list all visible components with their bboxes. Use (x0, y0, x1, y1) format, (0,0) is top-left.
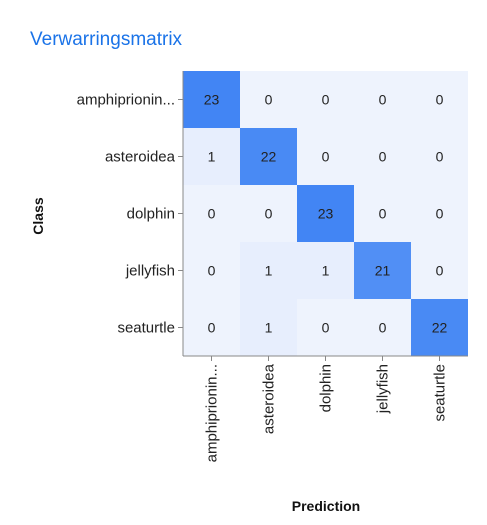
cell-value-label: 0 (265, 206, 273, 222)
matrix-cell (297, 185, 354, 242)
matrix-cell (411, 185, 468, 242)
matrix-cell (240, 128, 297, 185)
matrix-cell (411, 71, 468, 128)
matrix-cell (297, 128, 354, 185)
cell-value-label: 21 (375, 263, 391, 279)
cell-value-label: 0 (208, 206, 216, 222)
cell-value-label: 0 (379, 149, 387, 165)
cell-value-label: 22 (261, 149, 277, 165)
cell-value-label: 0 (436, 92, 444, 108)
y-axis-title: Class (30, 197, 46, 235)
matrix-cell (183, 71, 240, 128)
matrix-cell (240, 242, 297, 299)
y-tick-label: seaturtle (117, 320, 175, 337)
y-tick-label: asteroidea (105, 149, 176, 166)
cell-value-label: 0 (436, 263, 444, 279)
cell-value-label: 0 (322, 149, 330, 165)
matrix-cell (354, 71, 411, 128)
x-tick-label: asteroidea (261, 363, 278, 434)
x-tick-label: seaturtle (432, 364, 449, 422)
matrix-cell (183, 185, 240, 242)
matrix-cell (297, 299, 354, 356)
matrix-cell (183, 299, 240, 356)
x-tick-label: dolphin (318, 364, 335, 412)
matrix-cell (183, 128, 240, 185)
matrix-cell (354, 299, 411, 356)
cell-value-label: 22 (432, 320, 448, 336)
matrix-cell (411, 242, 468, 299)
y-axis: amphiprionin... asteroidea dolphin jellyfis… (77, 71, 184, 356)
cell-value-label: 0 (436, 149, 444, 165)
y-tick-label: jellyfish (125, 263, 175, 280)
matrix-cell (297, 71, 354, 128)
cell-value-label: 0 (379, 92, 387, 108)
cell-value-label: 0 (436, 206, 444, 222)
cell-value-labels: 23 0 0 0 0 1 22 0 0 0 0 0 23 0 0 0 1 1 21 0 0 1 0 0 22 (204, 92, 448, 336)
matrix-cells (183, 71, 468, 356)
matrix-cell (354, 185, 411, 242)
x-axis-title: Prediction (292, 498, 360, 514)
matrix-cell (411, 128, 468, 185)
matrix-cell (240, 185, 297, 242)
cell-value-label: 0 (322, 320, 330, 336)
cell-value-label: 1 (208, 149, 216, 165)
cell-value-label: 0 (208, 263, 216, 279)
cell-value-label: 1 (265, 320, 273, 336)
matrix-cell (240, 299, 297, 356)
cell-value-label: 1 (322, 263, 330, 279)
cell-value-label: 23 (318, 206, 334, 222)
x-tick-label: amphiprionin... (204, 364, 221, 462)
x-axis: amphiprionin... asteroidea dolphin jellyfis… (183, 355, 468, 462)
cell-value-label: 0 (379, 206, 387, 222)
matrix-cell (240, 71, 297, 128)
chart-title: Verwarringsmatrix (30, 29, 183, 50)
cell-value-label: 0 (322, 92, 330, 108)
x-tick-label: jellyfish (375, 364, 392, 414)
matrix-cell (354, 242, 411, 299)
cell-value-label: 23 (204, 92, 220, 108)
matrix-cell (297, 242, 354, 299)
cell-value-label: 0 (379, 320, 387, 336)
matrix-cell (411, 299, 468, 356)
matrix-cell (183, 242, 240, 299)
matrix-cell (354, 128, 411, 185)
y-tick-label: dolphin (127, 206, 175, 223)
cell-value-label: 1 (265, 263, 273, 279)
y-tick-label: amphiprionin... (77, 92, 175, 109)
cell-value-label: 0 (265, 92, 273, 108)
cell-value-label: 0 (208, 320, 216, 336)
